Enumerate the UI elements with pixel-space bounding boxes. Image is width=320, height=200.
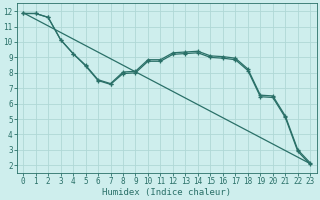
- X-axis label: Humidex (Indice chaleur): Humidex (Indice chaleur): [102, 188, 231, 197]
